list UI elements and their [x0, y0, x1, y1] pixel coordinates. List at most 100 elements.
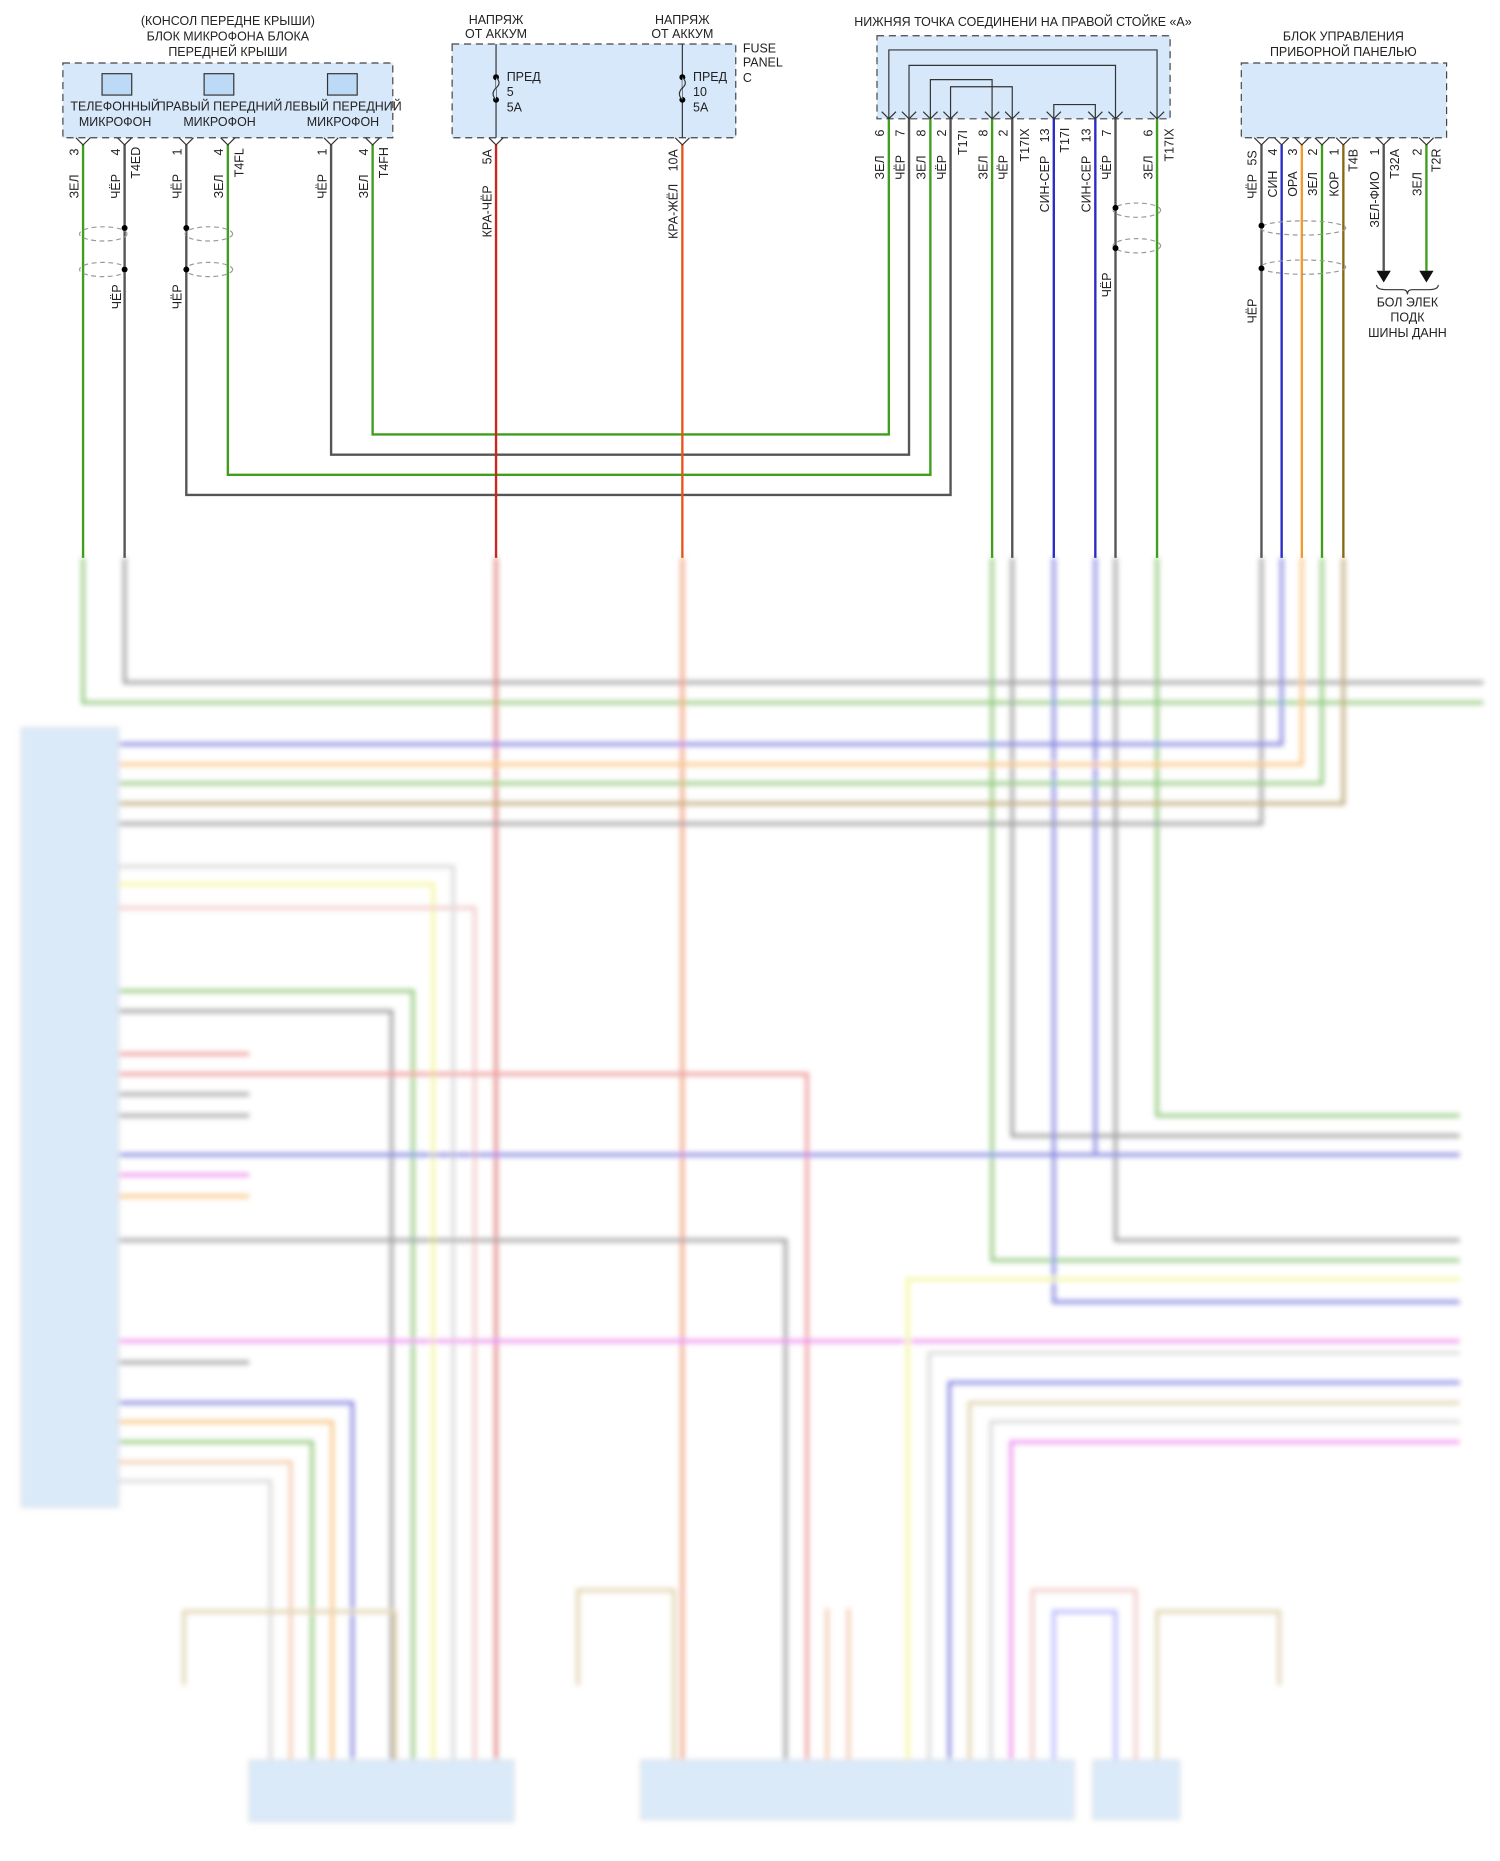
instrument-box: [1240, 62, 1448, 139]
bus-label: ШИНЫ ДАНН: [1368, 326, 1447, 340]
connector-id: T32A: [1388, 148, 1402, 178]
wire-color: ОРА: [1286, 171, 1300, 197]
fuse-label: 10: [693, 85, 707, 99]
feed-title: ОТ АККУМ: [465, 27, 527, 41]
mic-block-title-3: ПЕРЕДНЕЙ КРЫШИ: [168, 44, 287, 59]
pin-number: 8: [915, 130, 929, 137]
wire-color: ЧЁР: [171, 174, 185, 199]
fuse-panel-label: C: [743, 71, 752, 85]
wire-color: ЗЕЛ: [67, 174, 81, 198]
wire-color: ЗЕЛ: [976, 155, 990, 179]
fuse-panel-box: [451, 43, 737, 139]
shield-icon: [78, 202, 1347, 278]
pin-number: 4: [357, 148, 371, 155]
mic-label: ПРАВЫЙ ПЕРЕДНИЙ: [157, 98, 283, 113]
pin-number: 1: [1368, 148, 1382, 155]
instrument-control-unit: БЛОК УПРАВЛЕНИЯ ПРИБОРНОЙ ПАНЕЛЬЮ: [1240, 29, 1448, 139]
fuse-label: ПРЕД: [507, 70, 542, 84]
connector-id: T17I: [1058, 128, 1072, 153]
fuse-label: 5A: [693, 101, 709, 115]
mic-label: МИКРОФОН: [183, 115, 255, 129]
pin-number: 8: [976, 130, 990, 137]
fuse-panel-label: FUSE: [743, 41, 776, 55]
wire-color: ЗЕЛ: [357, 174, 371, 198]
pin-number: 10A: [667, 149, 681, 172]
wire-color: ЗЕЛ: [873, 155, 887, 179]
wire-color: СИН-СЕР: [1080, 156, 1094, 213]
pin-number: 6: [873, 130, 887, 137]
fuse-label: ПРЕД: [693, 70, 728, 84]
connector-pins: [75, 111, 1434, 146]
fuse-label: 5: [507, 85, 514, 99]
pin-number: 4: [212, 148, 226, 155]
pin-number: 13: [1080, 128, 1094, 142]
fuse-label: 5A: [507, 101, 523, 115]
wire-color: ЧЁР: [315, 174, 329, 199]
pin-number: 7: [893, 130, 907, 137]
wire-color: ЗЕЛ-ФИО: [1368, 171, 1382, 228]
brace-icon: [1375, 284, 1439, 295]
wire-color: ЧЁР: [1100, 272, 1114, 297]
mic-block-title-1: (КОНСОЛ ПЕРЕДНЕ КРЫШИ): [141, 14, 315, 28]
connector-id: T4B: [1347, 149, 1361, 172]
blurred-lower-diagram: [20, 557, 1484, 1823]
wire-color: ЧЁР: [109, 174, 123, 199]
mic-label: ТЕЛЕФОННЫЙ: [70, 98, 160, 113]
wire-color: ЗЕЛ: [1141, 155, 1155, 179]
wire-color: КРА-ЖЁЛ: [667, 184, 681, 239]
pin-number: 6: [1141, 130, 1155, 137]
wires-top: [75, 111, 1439, 558]
wire-color: СИН-СЕР: [1038, 156, 1052, 213]
wire-labels: 3 ЗЕЛ 4 ЧЁР T4ED 1 ЧЁР 4 ЗЕЛ T4FL 1 ЧЁР …: [67, 128, 1446, 341]
pin-number: 4: [1266, 148, 1280, 155]
mic-label: МИКРОФОН: [307, 115, 379, 129]
wire-color: КРА-ЧЁР: [480, 185, 494, 237]
mic-label: МИКРОФОН: [79, 115, 151, 129]
pin-number: 5S: [1246, 150, 1260, 165]
pin-number: 1: [1328, 148, 1342, 155]
wire-color: ЧЁР: [1246, 174, 1260, 199]
pin-number: 2: [997, 130, 1011, 137]
fuse-panel-label: PANEL: [743, 56, 783, 70]
pin-number: 2: [1411, 148, 1425, 155]
connector-id: T17IX: [1018, 128, 1032, 162]
bus-label: ПОДК: [1390, 311, 1425, 325]
connector-id: T4FH: [377, 147, 391, 178]
connector-id: T17I: [956, 130, 970, 155]
connector-id: T17IX: [1163, 128, 1177, 162]
bus-label: БОЛ ЭЛЕК: [1377, 295, 1439, 309]
right-mic-icon: [203, 73, 235, 96]
mic-block-title-2: БЛОК МИКРОФОНА БЛОКА: [147, 29, 310, 43]
phone-mic-icon: [101, 73, 133, 96]
arrow-icon: [1376, 270, 1434, 283]
wire-color: ЗЕЛ: [1306, 172, 1320, 196]
junction-block: НИЖНЯЯ ТОЧКА СОЕДИНЕНИ НА ПРАВОЙ СТОЙКЕ …: [854, 14, 1192, 120]
wire-color: ЧЁР: [997, 155, 1011, 180]
instrument-title: ПРИБОРНОЙ ПАНЕЛЬЮ: [1270, 44, 1417, 59]
wire-color: СИН: [1266, 171, 1280, 198]
pin-number: 1: [171, 148, 185, 155]
mic-block: (КОНСОЛ ПЕРЕДНЕ КРЫШИ) БЛОК МИКРОФОНА БЛ…: [62, 14, 402, 139]
wire-color: ЧЁР: [893, 155, 907, 180]
pin-number: 2: [1306, 148, 1320, 155]
junction-title: НИЖНЯЯ ТОЧКА СОЕДИНЕНИ НА ПРАВОЙ СТОЙКЕ …: [854, 14, 1191, 29]
pin-number: 1: [315, 148, 329, 155]
feed-title: НАПРЯЖ: [655, 13, 710, 27]
feed-title: НАПРЯЖ: [469, 13, 524, 27]
feed-title: ОТ АККУМ: [651, 27, 713, 41]
pin-number: 13: [1038, 128, 1052, 142]
pin-number: 3: [67, 148, 81, 155]
connector-id: T4FL: [232, 148, 246, 177]
instrument-title: БЛОК УПРАВЛЕНИЯ: [1283, 29, 1404, 43]
pin-number: 4: [109, 148, 123, 155]
fuse-icon: [492, 74, 500, 103]
pin-number: 2: [935, 130, 949, 137]
wire-color: ЗЕЛ: [212, 174, 226, 198]
fuse-panel: НАПРЯЖ ОТ АККУМ НАПРЯЖ ОТ АККУМ FUSE PAN…: [451, 13, 783, 139]
connector-id: T4ED: [129, 147, 143, 179]
fuse-icon: [678, 74, 686, 103]
wire-color: КОР: [1328, 172, 1342, 197]
wire-color: ЧЁР: [1100, 155, 1114, 180]
